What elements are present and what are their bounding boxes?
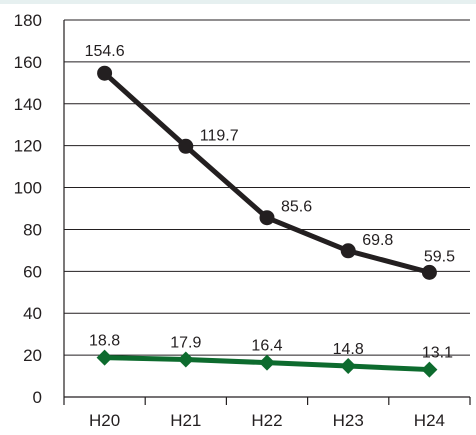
x-axis-tick-labels: H20 H21 H22 H23 H24 — [89, 411, 445, 430]
x-tick-label: H24 — [414, 411, 445, 430]
y-tick-label: 40 — [23, 304, 42, 323]
data-point — [340, 358, 357, 375]
y-tick-label: 140 — [14, 95, 42, 114]
data-label: 85.6 — [281, 199, 312, 216]
y-tick-label: 160 — [14, 53, 42, 72]
data-point — [340, 243, 356, 259]
x-tick-label: H23 — [333, 411, 364, 430]
series-2: 18.8 17.9 16.4 14.8 13.1 — [89, 333, 453, 378]
data-label: 69.8 — [362, 232, 393, 249]
data-point — [177, 351, 194, 368]
data-label: 59.5 — [424, 248, 455, 265]
data-point — [259, 354, 275, 371]
y-tick-label: 0 — [33, 388, 42, 407]
x-tick-label: H22 — [251, 411, 282, 430]
axes — [63, 20, 471, 405]
x-tick-label: H20 — [89, 411, 120, 430]
data-label: 16.4 — [251, 338, 282, 355]
data-point — [97, 65, 113, 81]
data-label: 119.7 — [200, 127, 239, 144]
data-point — [421, 264, 437, 280]
y-tick-label: 120 — [14, 137, 42, 156]
y-axis-tick-labels: 0 20 40 60 80 100 120 140 160 180 — [14, 11, 42, 407]
top-rule — [0, 0, 476, 4]
y-tick-label: 20 — [23, 346, 42, 365]
data-label: 13.1 — [422, 345, 453, 362]
y-tick-label: 180 — [14, 11, 42, 30]
data-label: 154.6 — [85, 43, 125, 60]
data-point — [421, 361, 438, 378]
y-tick-label: 60 — [23, 262, 42, 281]
data-label: 17.9 — [170, 335, 201, 352]
data-point — [259, 210, 275, 226]
series-1: 154.6 119.7 85.6 69.8 59.5 — [85, 43, 455, 280]
data-label: 18.8 — [89, 333, 120, 350]
series-layer: 154.6 119.7 85.6 69.8 59.5 18.8 17.9 16.4 14.8 13… — [85, 43, 455, 378]
y-tick-label: 80 — [23, 220, 42, 239]
data-label: 14.8 — [333, 341, 364, 358]
x-tick-label: H21 — [170, 411, 201, 430]
y-tick-label: 100 — [14, 179, 42, 198]
gridlines — [64, 19, 470, 356]
data-point — [96, 349, 113, 366]
data-point — [178, 138, 194, 154]
